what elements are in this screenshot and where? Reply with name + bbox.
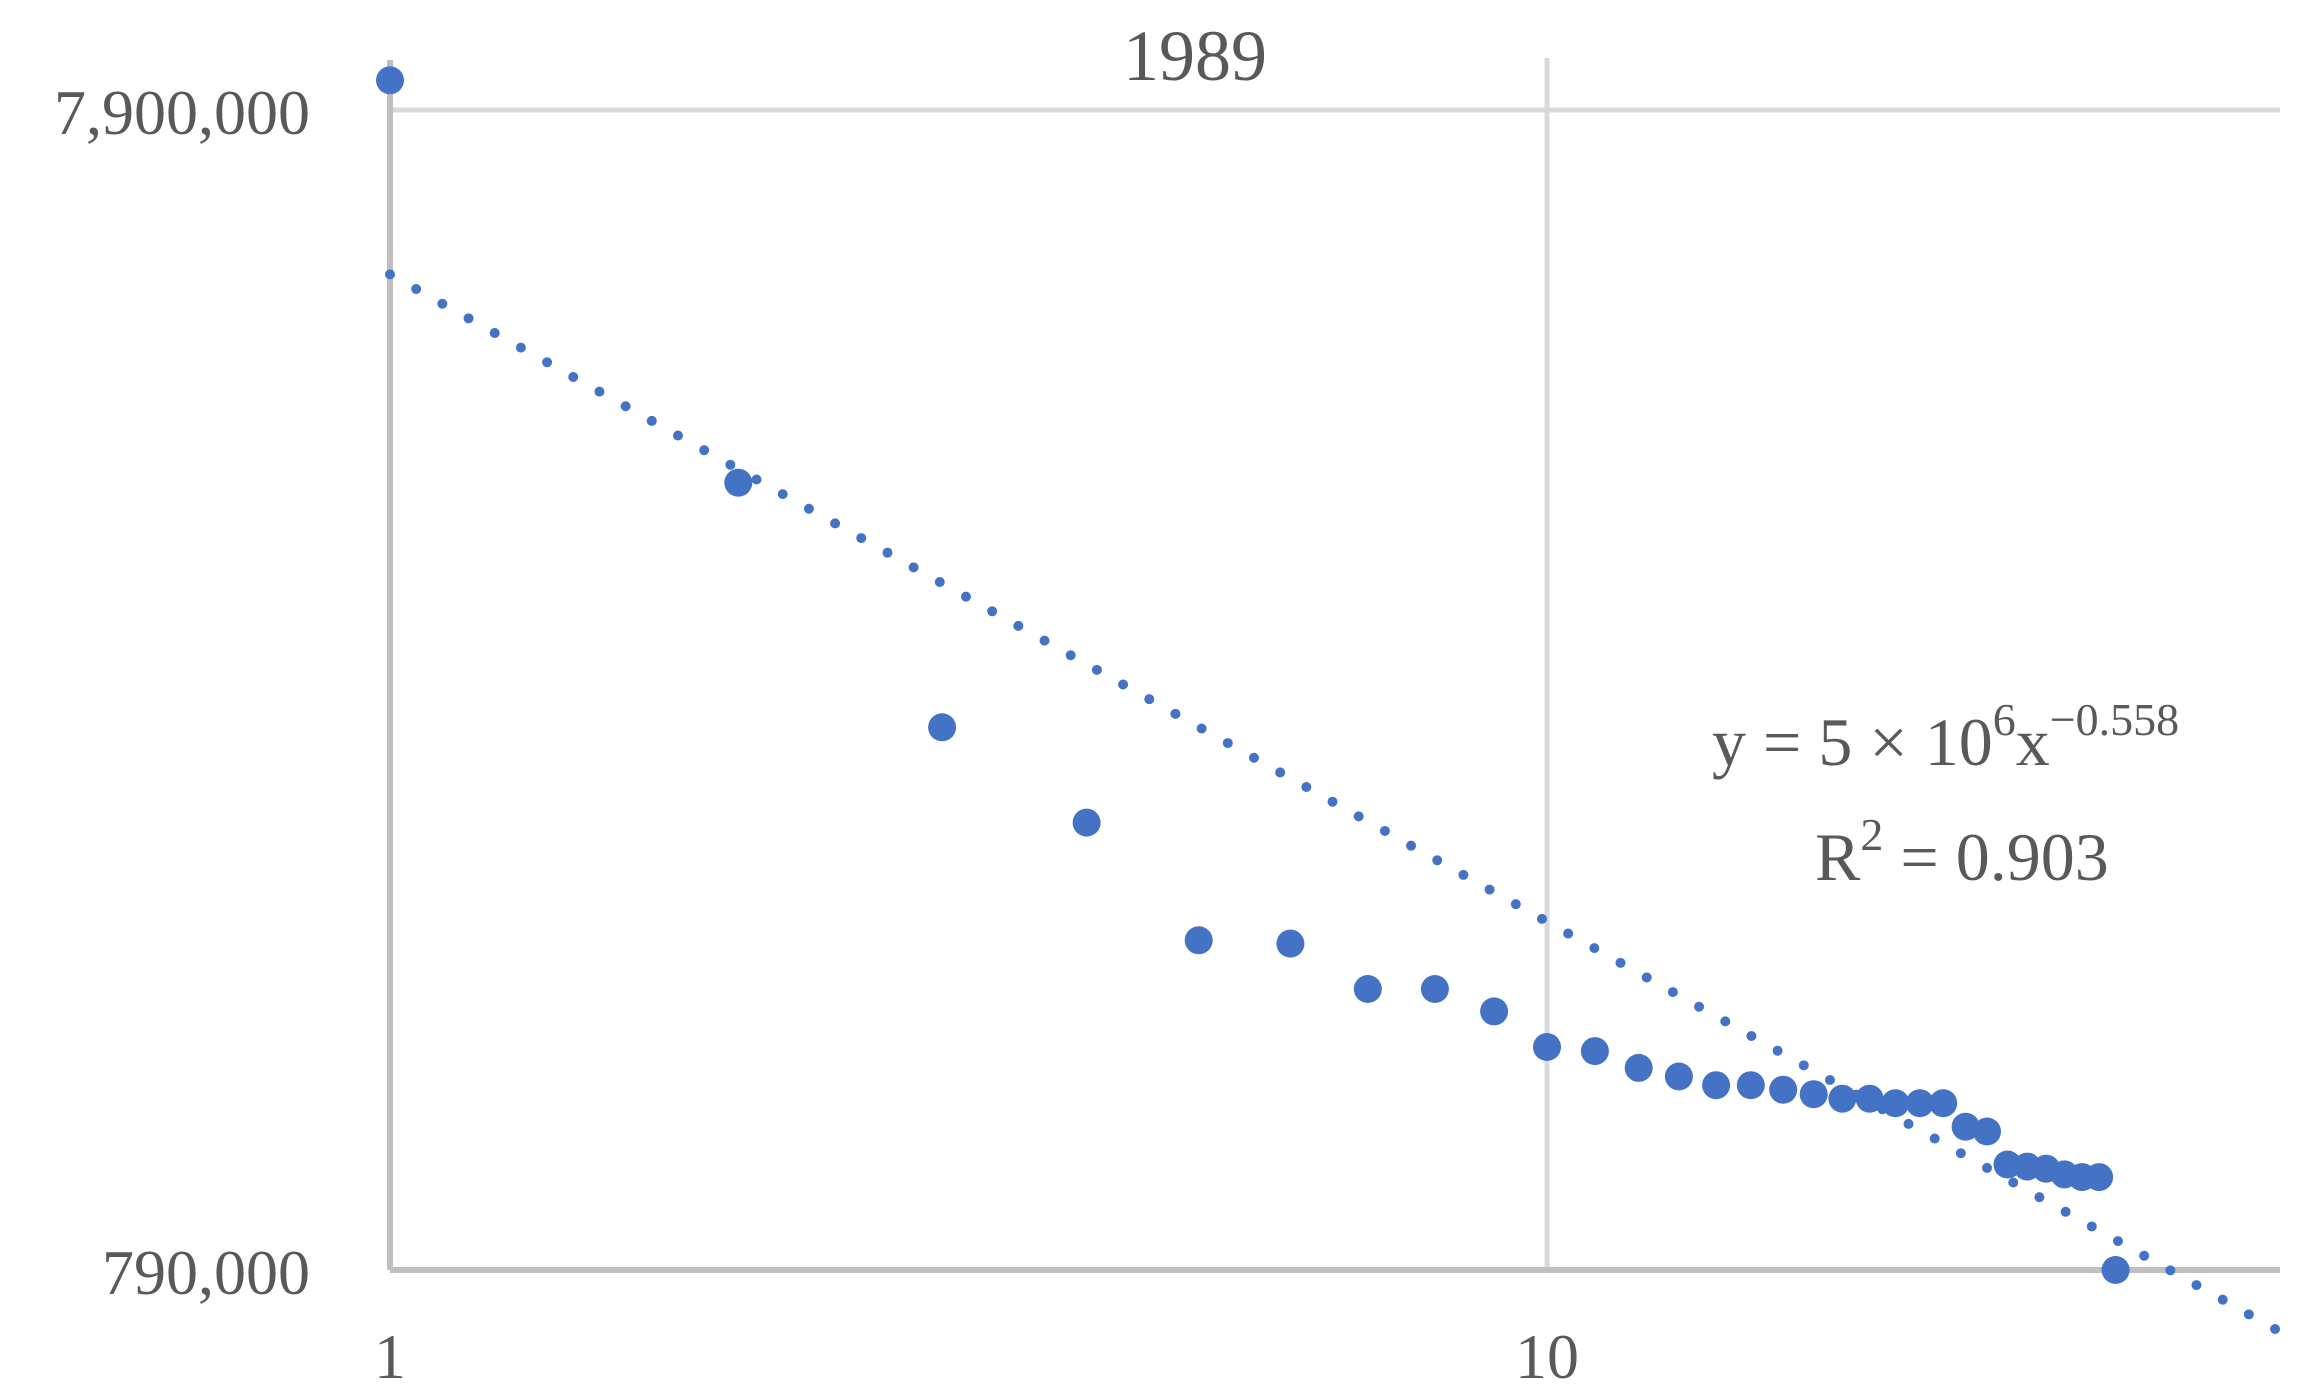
data-point [1769,1075,1798,1104]
r-squared-exponent: 2 [1860,809,1883,860]
chart-title: 1989 [1123,16,1267,96]
data-point [1072,808,1101,837]
data-point [724,468,753,497]
r-squared-label: R2 = 0.903 [1815,809,2109,895]
data-point [2101,1256,2130,1284]
x-tick-label: 10 [1515,1321,1579,1392]
data-point [2085,1163,2114,1192]
trendline [385,269,2285,1337]
data-point [1276,929,1305,958]
data-point [1855,1084,1884,1113]
data-point [1184,926,1213,955]
data-point [1881,1089,1910,1118]
y-tick-label: 7,900,000 [54,77,310,148]
data-point [1420,975,1449,1003]
data-point [1736,1071,1765,1100]
data-point [1353,975,1382,1003]
data-points [376,66,2130,1284]
equation-exponent: 6 [1993,694,2016,745]
trendline-equation: y = 5 × 106x−0.558 [1712,694,2179,780]
data-point [928,713,957,742]
y-tick-label: 790,000 [102,1237,310,1308]
data-point [1702,1071,1731,1100]
axes [387,60,2280,1273]
data-point [1624,1053,1653,1082]
data-point [376,66,404,95]
data-point [1664,1062,1693,1091]
grid-lines [390,58,2280,1270]
r-squared-value: = 0.903 [1883,819,2108,895]
trendline-path [385,269,2285,1337]
data-point [1533,1033,1561,1061]
data-point [1799,1080,1828,1109]
data-point [1580,1037,1609,1066]
equation-x-exponent: −0.558 [2050,694,2179,745]
equation-base: y = 5 × 10 [1712,704,1993,780]
r-squared-prefix: R [1815,819,1861,895]
data-point [1828,1084,1857,1113]
data-point [1480,997,1509,1026]
tick-labels: 790,000 7,900,000 1 10 [54,77,1579,1392]
equation-x: x [2016,704,2050,780]
data-point [1929,1089,1958,1118]
data-point [1973,1117,2001,1146]
x-tick-label: 1 [374,1321,406,1392]
data-point [1905,1089,1934,1118]
data-point [1951,1112,1980,1141]
